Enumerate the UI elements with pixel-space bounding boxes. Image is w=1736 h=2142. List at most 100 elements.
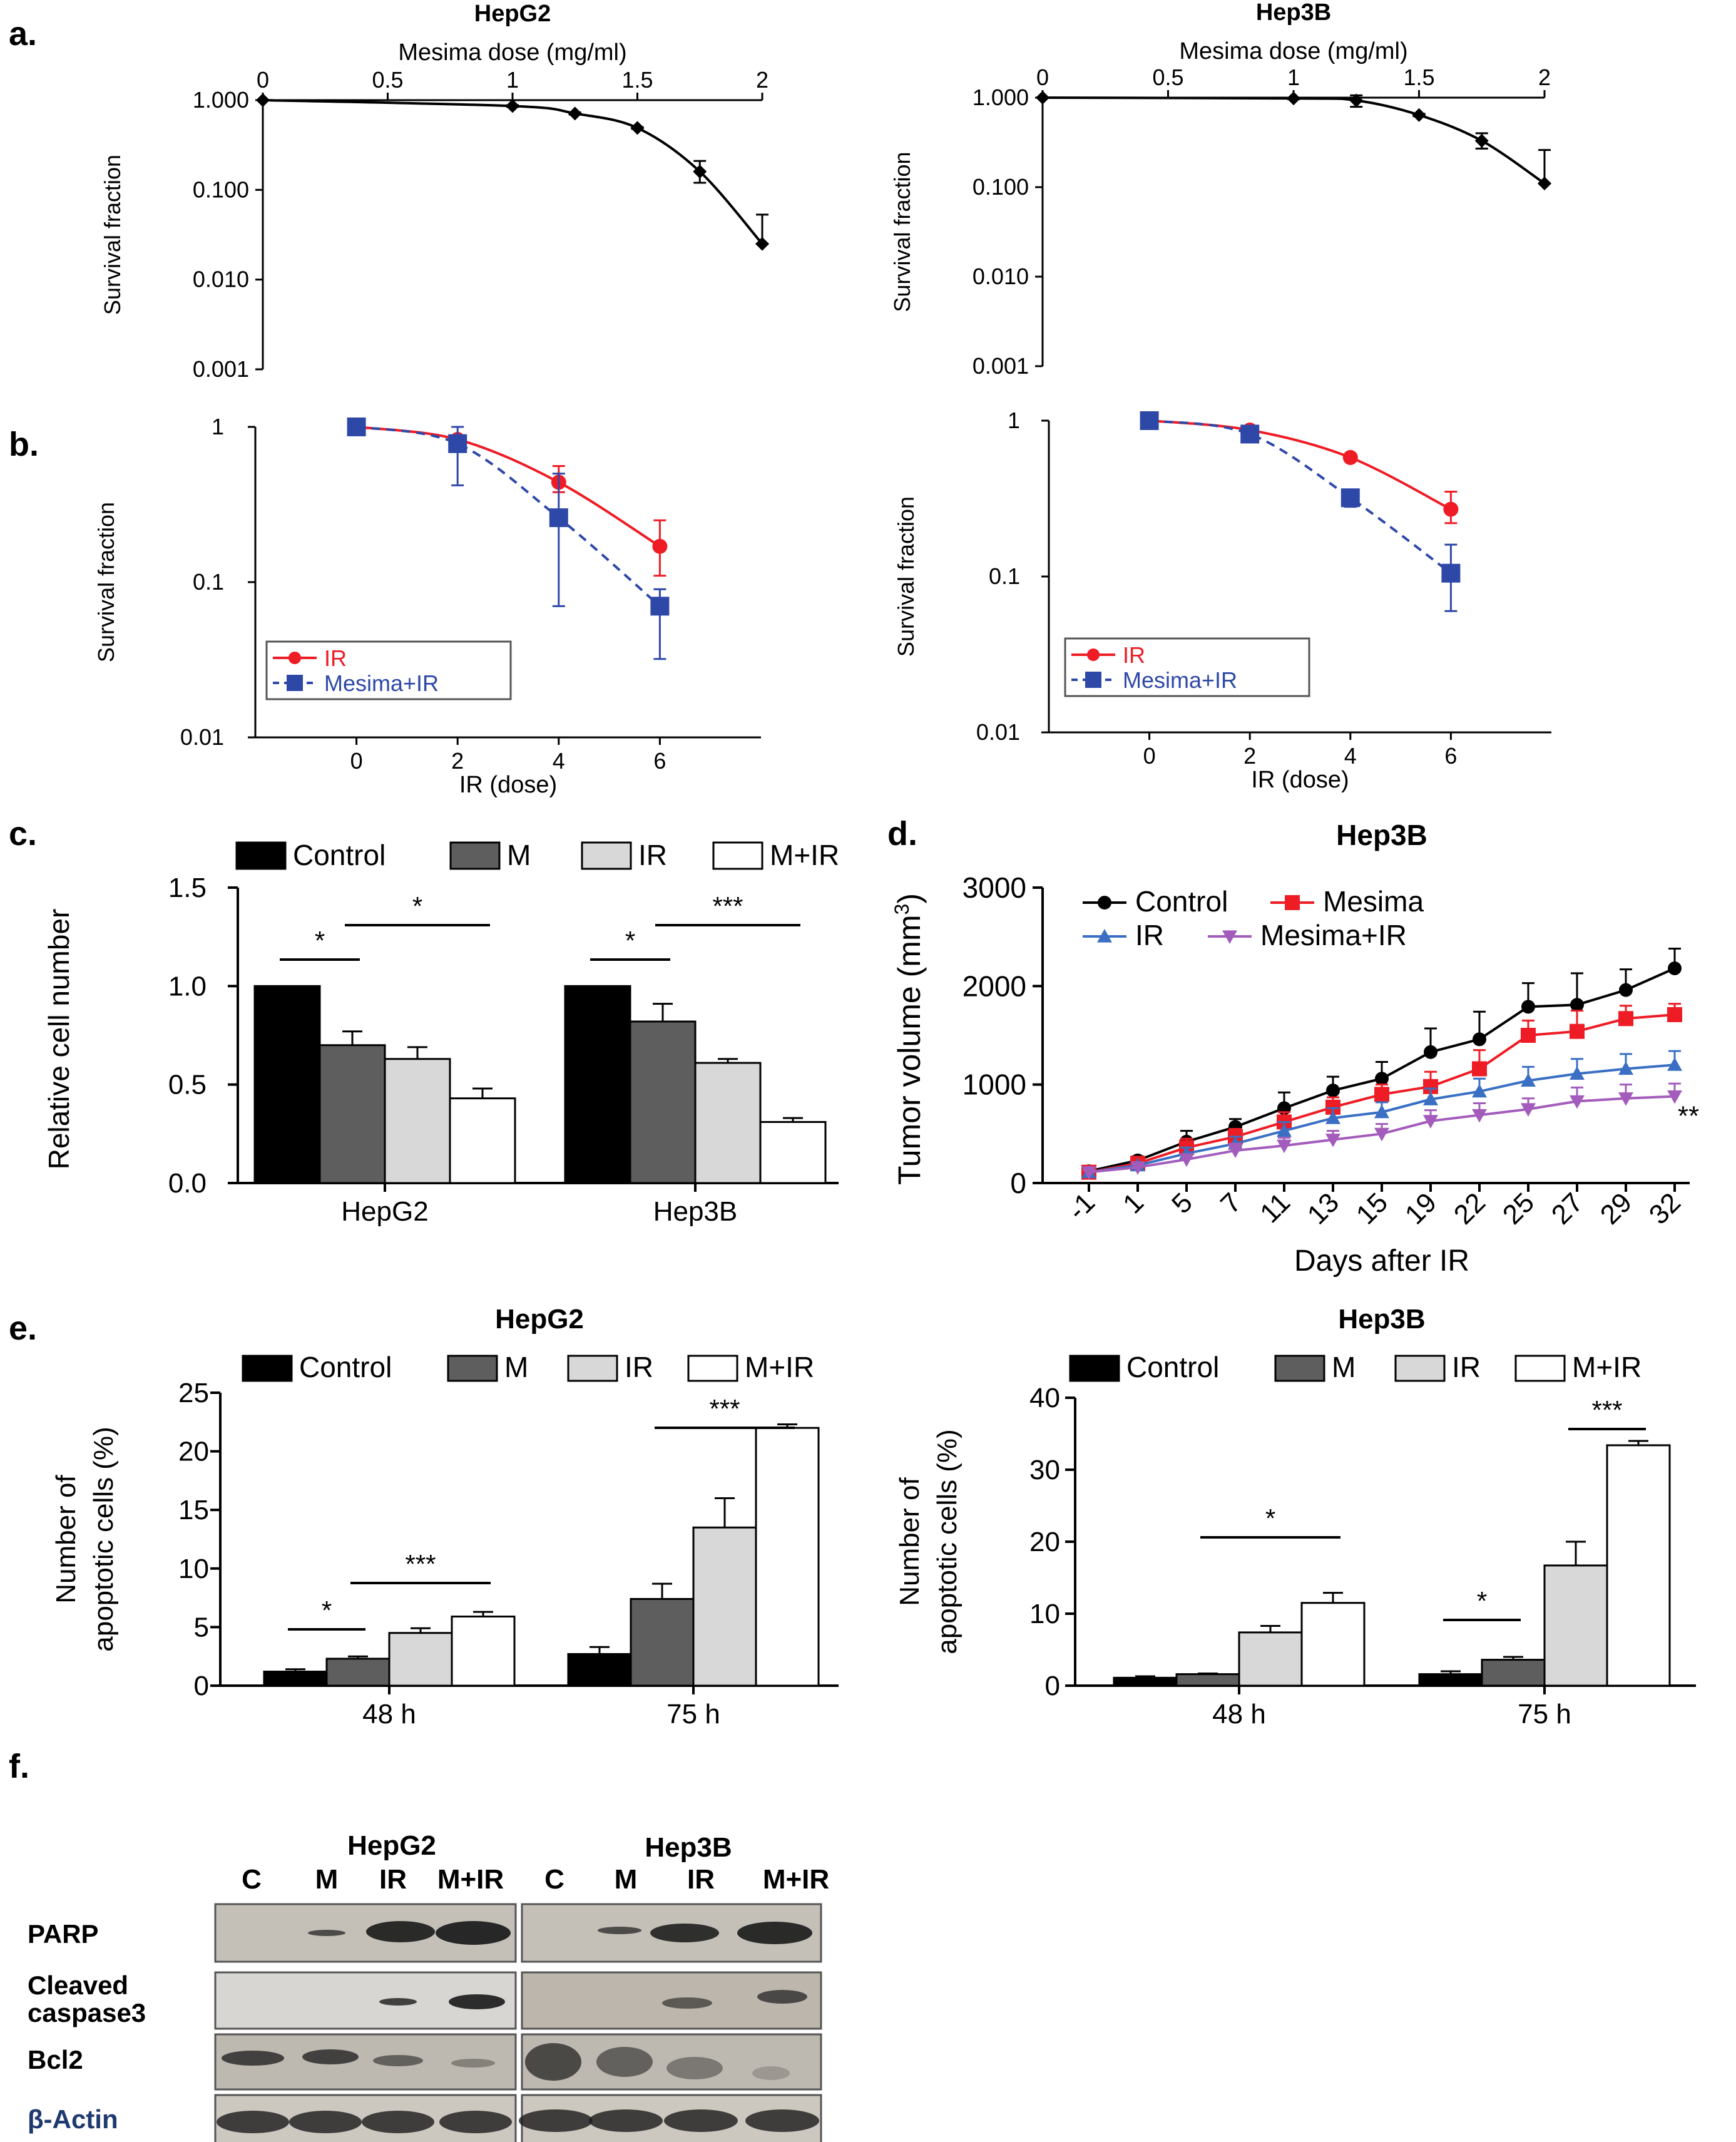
y-tick-label: 1.0 <box>168 971 207 1002</box>
chart-title: Hep3B <box>1336 819 1427 851</box>
y-tick-label: 1.5 <box>168 873 207 903</box>
bar-M+IR <box>449 1097 516 1184</box>
y-tick-label: 2000 <box>962 970 1026 1002</box>
y-axis-label: Survival fraction <box>893 496 919 657</box>
x-tick-label: 29 <box>1595 1187 1638 1230</box>
legend-label: IR <box>1123 642 1145 668</box>
blot-band <box>650 1924 719 1942</box>
y-tick-label: 0.001 <box>193 356 249 382</box>
data-point <box>1570 1066 1585 1080</box>
x-tick-label: 7 <box>1215 1187 1247 1219</box>
x-tick-label: 6 <box>1444 743 1457 769</box>
bar-IR <box>694 1062 762 1184</box>
bar-IR <box>1543 1564 1608 1687</box>
y-tick-label: 0.01 <box>976 719 1020 745</box>
legend-label: Control <box>1135 885 1228 918</box>
blot-band <box>596 2047 653 2077</box>
legend-marker <box>288 652 301 664</box>
blot-lane-label: IR <box>379 1864 407 1895</box>
x-tick-label: 2 <box>1538 64 1551 90</box>
legend-swatch <box>447 1355 498 1382</box>
y-axis-label: Number of <box>894 1477 925 1606</box>
y-tick-label: 15 <box>178 1495 209 1525</box>
data-point <box>1619 983 1633 997</box>
y-axis-label: Relative cell number <box>43 909 75 1170</box>
data-point <box>256 93 270 107</box>
significance-label: * <box>412 891 422 921</box>
chart-title: HepG2 <box>495 1304 584 1335</box>
data-point <box>568 106 582 121</box>
data-point <box>1667 1057 1682 1071</box>
legend-box <box>1064 637 1310 697</box>
series-line <box>1042 96 1546 185</box>
significance-label: *** <box>1591 1395 1622 1425</box>
data-point <box>652 538 668 554</box>
y-tick-label: 0 <box>194 1671 209 1701</box>
data-point <box>1240 424 1260 444</box>
bar-M <box>325 1658 391 1687</box>
y-tick-label: 0.5 <box>168 1070 207 1100</box>
y-tick-label: 0 <box>1045 1671 1060 1701</box>
panel-label-f: f. <box>9 1748 29 1785</box>
legend-label: M+IR <box>770 839 839 871</box>
chart-title: HepG2 <box>474 1 551 27</box>
blot-band <box>366 1921 435 1942</box>
legend-label: IR <box>1452 1351 1481 1383</box>
panel-label-c: c. <box>9 815 37 853</box>
x-axis-label: IR (dose) <box>1251 767 1349 793</box>
blot-band <box>519 2109 593 2132</box>
data-point <box>347 418 366 436</box>
data-point <box>693 165 707 179</box>
x-tick-label: 0.5 <box>372 67 403 93</box>
legend-swatch <box>567 1355 618 1382</box>
significance-label: ** <box>1678 1101 1699 1132</box>
x-axis-label: Mesima dose (mg/ml) <box>398 39 626 66</box>
bar-IR <box>388 1632 453 1687</box>
x-tick-label: 6 <box>653 748 666 774</box>
data-point <box>1140 411 1159 430</box>
blot-band <box>662 1997 712 2009</box>
bar-M+IR <box>1300 1602 1366 1687</box>
y-tick-label: 0.010 <box>973 264 1029 289</box>
data-point <box>1374 1087 1389 1102</box>
x-axis-label: IR (dose) <box>459 772 557 798</box>
legend-label: M+IR <box>745 1351 814 1383</box>
y-axis-label: Survival fraction <box>100 155 125 315</box>
data-point <box>1374 1104 1389 1119</box>
data-point <box>755 237 769 251</box>
chart-title: Hep3B <box>1256 0 1331 26</box>
legend-label: Control <box>293 839 385 871</box>
blot-band <box>449 1994 505 2009</box>
x-tick-label: 4 <box>1344 743 1357 769</box>
legend-label: M <box>1332 1351 1356 1383</box>
data-point <box>1374 1127 1389 1142</box>
y-tick-label: 1.000 <box>193 87 249 113</box>
legend-marker <box>1098 896 1111 910</box>
data-point <box>1325 1110 1340 1124</box>
blot-lane-label: C <box>544 1864 564 1895</box>
data-point <box>1277 1123 1292 1137</box>
blot-lane-label: C <box>242 1864 262 1895</box>
blot-band <box>589 2109 663 2132</box>
data-point <box>1521 1103 1536 1117</box>
legend-marker <box>287 675 303 691</box>
data-point <box>1618 1092 1633 1106</box>
blot-band <box>436 1921 511 1945</box>
data-point <box>1287 91 1300 106</box>
data-point <box>1667 1090 1682 1104</box>
panel-label-d: d. <box>887 815 917 853</box>
y-tick-label: 30 <box>1029 1455 1060 1485</box>
data-point <box>1326 1084 1340 1098</box>
y-tick-label: 5 <box>194 1612 209 1642</box>
x-tick-label: 11 <box>1254 1187 1296 1229</box>
series-line-Mesima+IR <box>356 426 661 607</box>
significance-label: * <box>625 926 635 955</box>
data-point <box>1130 1161 1145 1175</box>
x-tick-label: 27 <box>1546 1187 1589 1230</box>
blot-group-label: Hep3B <box>645 1832 732 1863</box>
blot-band <box>757 1990 807 2004</box>
blot-row-label: Bcl2 <box>28 2045 83 2074</box>
legend-swatch <box>712 841 763 870</box>
y-tick-label: 20 <box>1029 1527 1060 1557</box>
blot-band <box>525 2043 581 2081</box>
